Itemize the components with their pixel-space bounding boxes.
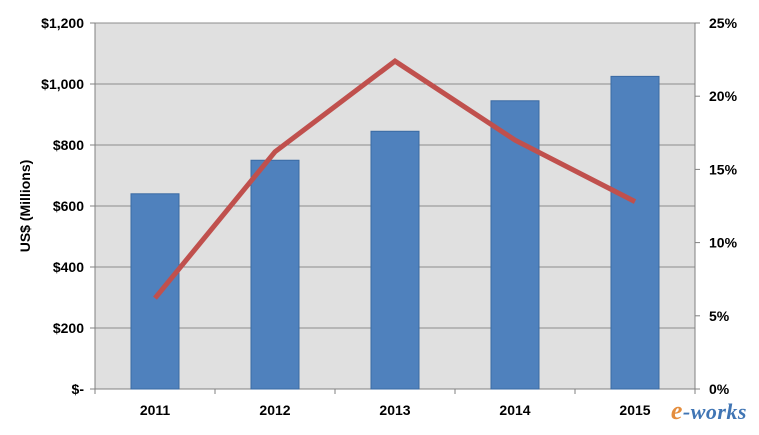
y-tick-label: $600 bbox=[53, 198, 84, 214]
bar bbox=[370, 130, 420, 390]
line-series bbox=[153, 58, 637, 300]
x-tick-label: 2011 bbox=[140, 402, 171, 418]
y2-tick-label: 10% bbox=[709, 235, 738, 251]
y-tick-label: $200 bbox=[53, 320, 84, 336]
bar bbox=[250, 159, 300, 390]
eworks-logo-e: e bbox=[670, 396, 683, 425]
y-tick-label: $1,200 bbox=[41, 15, 84, 31]
bar bbox=[130, 193, 180, 390]
y2-tick-label: 15% bbox=[709, 161, 738, 177]
y-tick-label: $800 bbox=[53, 137, 84, 153]
y-tick-label: $- bbox=[72, 381, 85, 397]
y2-tick-label: 5% bbox=[709, 308, 730, 324]
bar bbox=[610, 75, 660, 390]
x-tick-label: 2013 bbox=[379, 402, 410, 418]
y2-tick-label: 25% bbox=[709, 15, 738, 31]
bar bbox=[490, 100, 540, 390]
y2-tick-label: 20% bbox=[709, 88, 738, 104]
eworks-logo-text: -works bbox=[682, 399, 747, 424]
y2-tick-label: 0% bbox=[709, 381, 730, 397]
eworks-logo: e-works bbox=[671, 396, 747, 426]
y-tick-label: $400 bbox=[53, 259, 84, 275]
x-tick-label: 2014 bbox=[499, 402, 530, 418]
y-axis-title: US$ (Millions) bbox=[17, 160, 33, 253]
x-tick-label: 2012 bbox=[259, 402, 290, 418]
x-tick-label: 2015 bbox=[619, 402, 650, 418]
y-tick-label: $1,000 bbox=[41, 76, 84, 92]
